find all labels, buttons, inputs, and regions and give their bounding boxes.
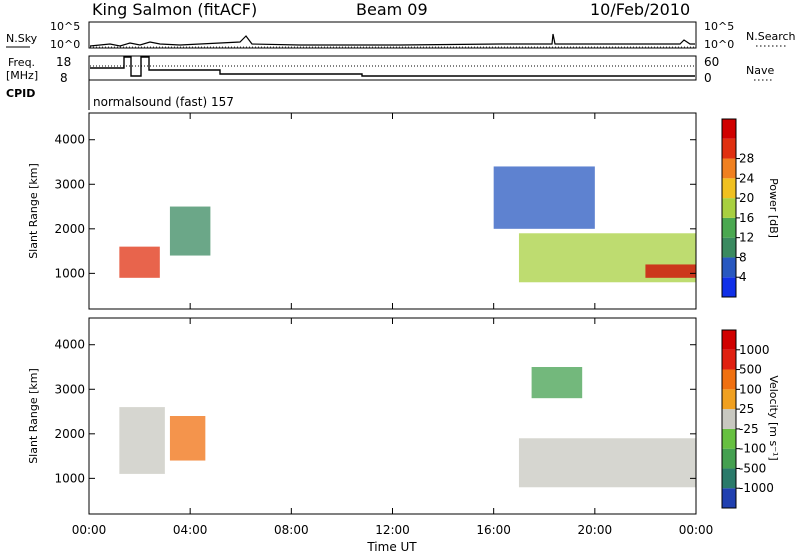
colorbar-tick-label: -100: [739, 442, 766, 456]
velocity-yaxis: 1000 2000 3000 4000: [54, 338, 696, 485]
time-axis: 00:00 04:00 08:00 12:00 16:00 20:00 00:00: [72, 113, 714, 537]
xtick-label: 16:00: [476, 523, 511, 537]
heatmap-region-3: [645, 264, 696, 278]
freq-panel: Freq. [MHz] 18 8 60 0 Nave CPID normalso…: [6, 55, 774, 110]
colorbar-tick-label: 24: [739, 171, 754, 185]
cpid-label: CPID: [6, 87, 35, 100]
colorbar-swatch: [722, 217, 736, 238]
date-title: 10/Feb/2010: [590, 0, 690, 19]
colorbar-tick-label: -500: [739, 461, 766, 475]
colorbar-tick-label: 100: [739, 382, 762, 396]
ytick-label: 3000: [54, 382, 85, 396]
power-ylabel: Slant Range [km]: [27, 163, 40, 259]
velocity-heatmap: [119, 367, 696, 488]
colorbar-swatch: [722, 448, 736, 469]
colorbar-tick-label: 1000: [739, 343, 770, 357]
nsky-label: N.Sky: [6, 32, 38, 45]
colorbar-swatch: [722, 178, 736, 199]
colorbar-tick-label: 25: [739, 402, 754, 416]
colorbar-frame: [721, 118, 737, 298]
nave-label: Nave: [746, 64, 774, 77]
colorbar-tick-label: 4: [739, 270, 747, 284]
heatmap-region-0: [119, 407, 165, 474]
freq-label: Freq.: [8, 56, 35, 69]
colorbar-swatch: [722, 409, 736, 429]
colorbar-swatch: [722, 488, 736, 508]
heatmap-region-4: [493, 166, 595, 229]
colorbar-tick-label: 8: [739, 250, 747, 264]
ytick-label: 2000: [54, 427, 85, 441]
heatmap-region-0: [119, 246, 160, 278]
heatmap-region-2: [518, 438, 696, 488]
xtick-label: 00:00: [72, 523, 107, 537]
colorbar-swatch: [722, 119, 736, 139]
colorbar-tick-label: 500: [739, 363, 762, 377]
noise-panel: N.Sky N.Search 10^5 10^0 10^5 10^0: [6, 20, 796, 51]
velocity-panel: 1000 2000 3000 4000 Slant Range [km]: [27, 317, 697, 515]
colorbar-tick-label: 12: [739, 231, 754, 245]
xtick-label: 08:00: [274, 523, 309, 537]
power-colorbar-label: Power [dB]: [767, 178, 780, 238]
ytick-label: 4000: [54, 338, 85, 352]
colorbar-swatch: [722, 138, 736, 159]
colorbar-tick-label: 16: [739, 211, 754, 225]
station-title: King Salmon (fitACF): [92, 0, 257, 19]
heatmap-region-1: [169, 416, 206, 461]
nsearch-label: N.Search: [746, 30, 796, 43]
power-heatmap: [119, 166, 696, 283]
colorbar-swatch: [722, 468, 736, 489]
xtick-label: 12:00: [375, 523, 410, 537]
ytick-label: 1000: [54, 471, 85, 485]
noise-tick-high-right: 10^5: [704, 20, 734, 33]
colorbar-swatch: [722, 257, 736, 278]
beam-title: Beam 09: [356, 0, 428, 19]
ytick-label: 3000: [54, 177, 85, 191]
velocity-colorbar: Velocity [m s⁻¹] -1000 -500 -100 -25 25 100 50…: [721, 329, 780, 509]
velocity-colorbar-label: Velocity [m s⁻¹]: [767, 375, 780, 460]
power-colorbar: Power [dB] 4 8 12 16 20 24 28: [721, 118, 780, 298]
velocity-ylabel: Slant Range [km]: [27, 368, 40, 464]
xtick-label: 00:00: [679, 523, 714, 537]
ytick-label: 1000: [54, 266, 85, 280]
power-yaxis: 1000 2000 3000 4000: [54, 133, 696, 280]
ytick-label: 4000: [54, 133, 85, 147]
heatmap-region-1: [169, 206, 211, 256]
colorbar-swatch: [722, 330, 736, 350]
colorbar-tick-label: -25: [739, 422, 759, 436]
cpid-text: normalsound (fast) 157: [93, 95, 234, 109]
ytick-label: 2000: [54, 222, 85, 236]
colorbar-swatch: [722, 349, 736, 370]
colorbar-tick-label: 28: [739, 152, 754, 166]
xtick-label: 04:00: [173, 523, 208, 537]
noise-tick-low-right: 10^0: [704, 38, 734, 51]
nave-tick-low: 0: [704, 71, 712, 85]
colorbar-tick-label: 20: [739, 191, 754, 205]
power-panel: 1000 2000 3000 4000 Slant Range [km]: [27, 112, 697, 310]
freq-tick-high: 18: [56, 55, 71, 69]
xtick-label: 20:00: [578, 523, 613, 537]
colorbar-swatch: [722, 237, 736, 258]
noise-tick-high: 10^5: [50, 20, 80, 33]
colorbar-swatch: [722, 428, 736, 449]
xaxis-label: Time UT: [366, 540, 417, 554]
freq-unit-label: [MHz]: [6, 69, 38, 82]
nave-tick-high: 60: [704, 55, 719, 69]
colorbar-swatch: [722, 369, 736, 390]
colorbar-swatch: [722, 198, 736, 218]
colorbar-frame: [721, 329, 737, 509]
heatmap-region-3: [531, 367, 583, 399]
freq-tick-low: 8: [60, 71, 68, 85]
colorbar-swatch: [722, 277, 736, 297]
colorbar-swatch: [722, 158, 736, 179]
colorbar-swatch: [722, 389, 736, 410]
noise-tick-low: 10^0: [50, 38, 80, 51]
colorbar-tick-label: -1000: [739, 481, 774, 495]
